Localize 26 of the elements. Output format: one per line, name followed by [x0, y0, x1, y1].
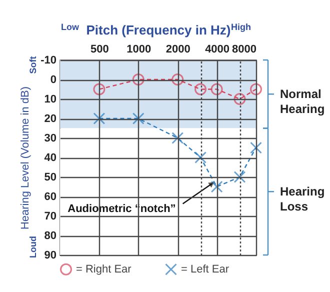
x-tick-label: 2000 [166, 44, 190, 56]
band-label: Hearing Loss [280, 184, 325, 214]
text: Loud [28, 236, 38, 258]
x-tick-label: 8000 [232, 44, 256, 56]
text: Soft [28, 56, 38, 74]
y-tick-label: 0 [50, 74, 56, 86]
x-axis-title: Pitch (Frequency in Hz) [86, 22, 231, 38]
y-tick-label: 90 [44, 250, 56, 262]
y-tick-label: 10 [44, 94, 56, 106]
y-tick-label: -10 [40, 54, 56, 66]
y-tick-label: 70 [44, 210, 56, 222]
x-tick-label: 4000 [205, 44, 230, 56]
band-label: Normal Hearing [280, 87, 325, 116]
text: High [231, 22, 251, 32]
legend-label: = Left Ear [181, 263, 230, 276]
y-tick-label: 60 [44, 191, 56, 203]
x-tick-label: 500 [90, 44, 109, 56]
y-tick-label: 80 [44, 230, 56, 242]
text: Low [61, 22, 80, 32]
y-tick-label: 50 [44, 172, 56, 184]
legend-label: = Right Ear [76, 263, 132, 276]
y-axis-title: Hearing Level (Volume in dB) [20, 86, 32, 230]
y-tick-label: 20 [44, 113, 56, 125]
y-tick-label: 40 [44, 152, 56, 164]
x-tick-label: 1000 [126, 44, 152, 56]
y-tick-label: 30 [44, 132, 56, 144]
